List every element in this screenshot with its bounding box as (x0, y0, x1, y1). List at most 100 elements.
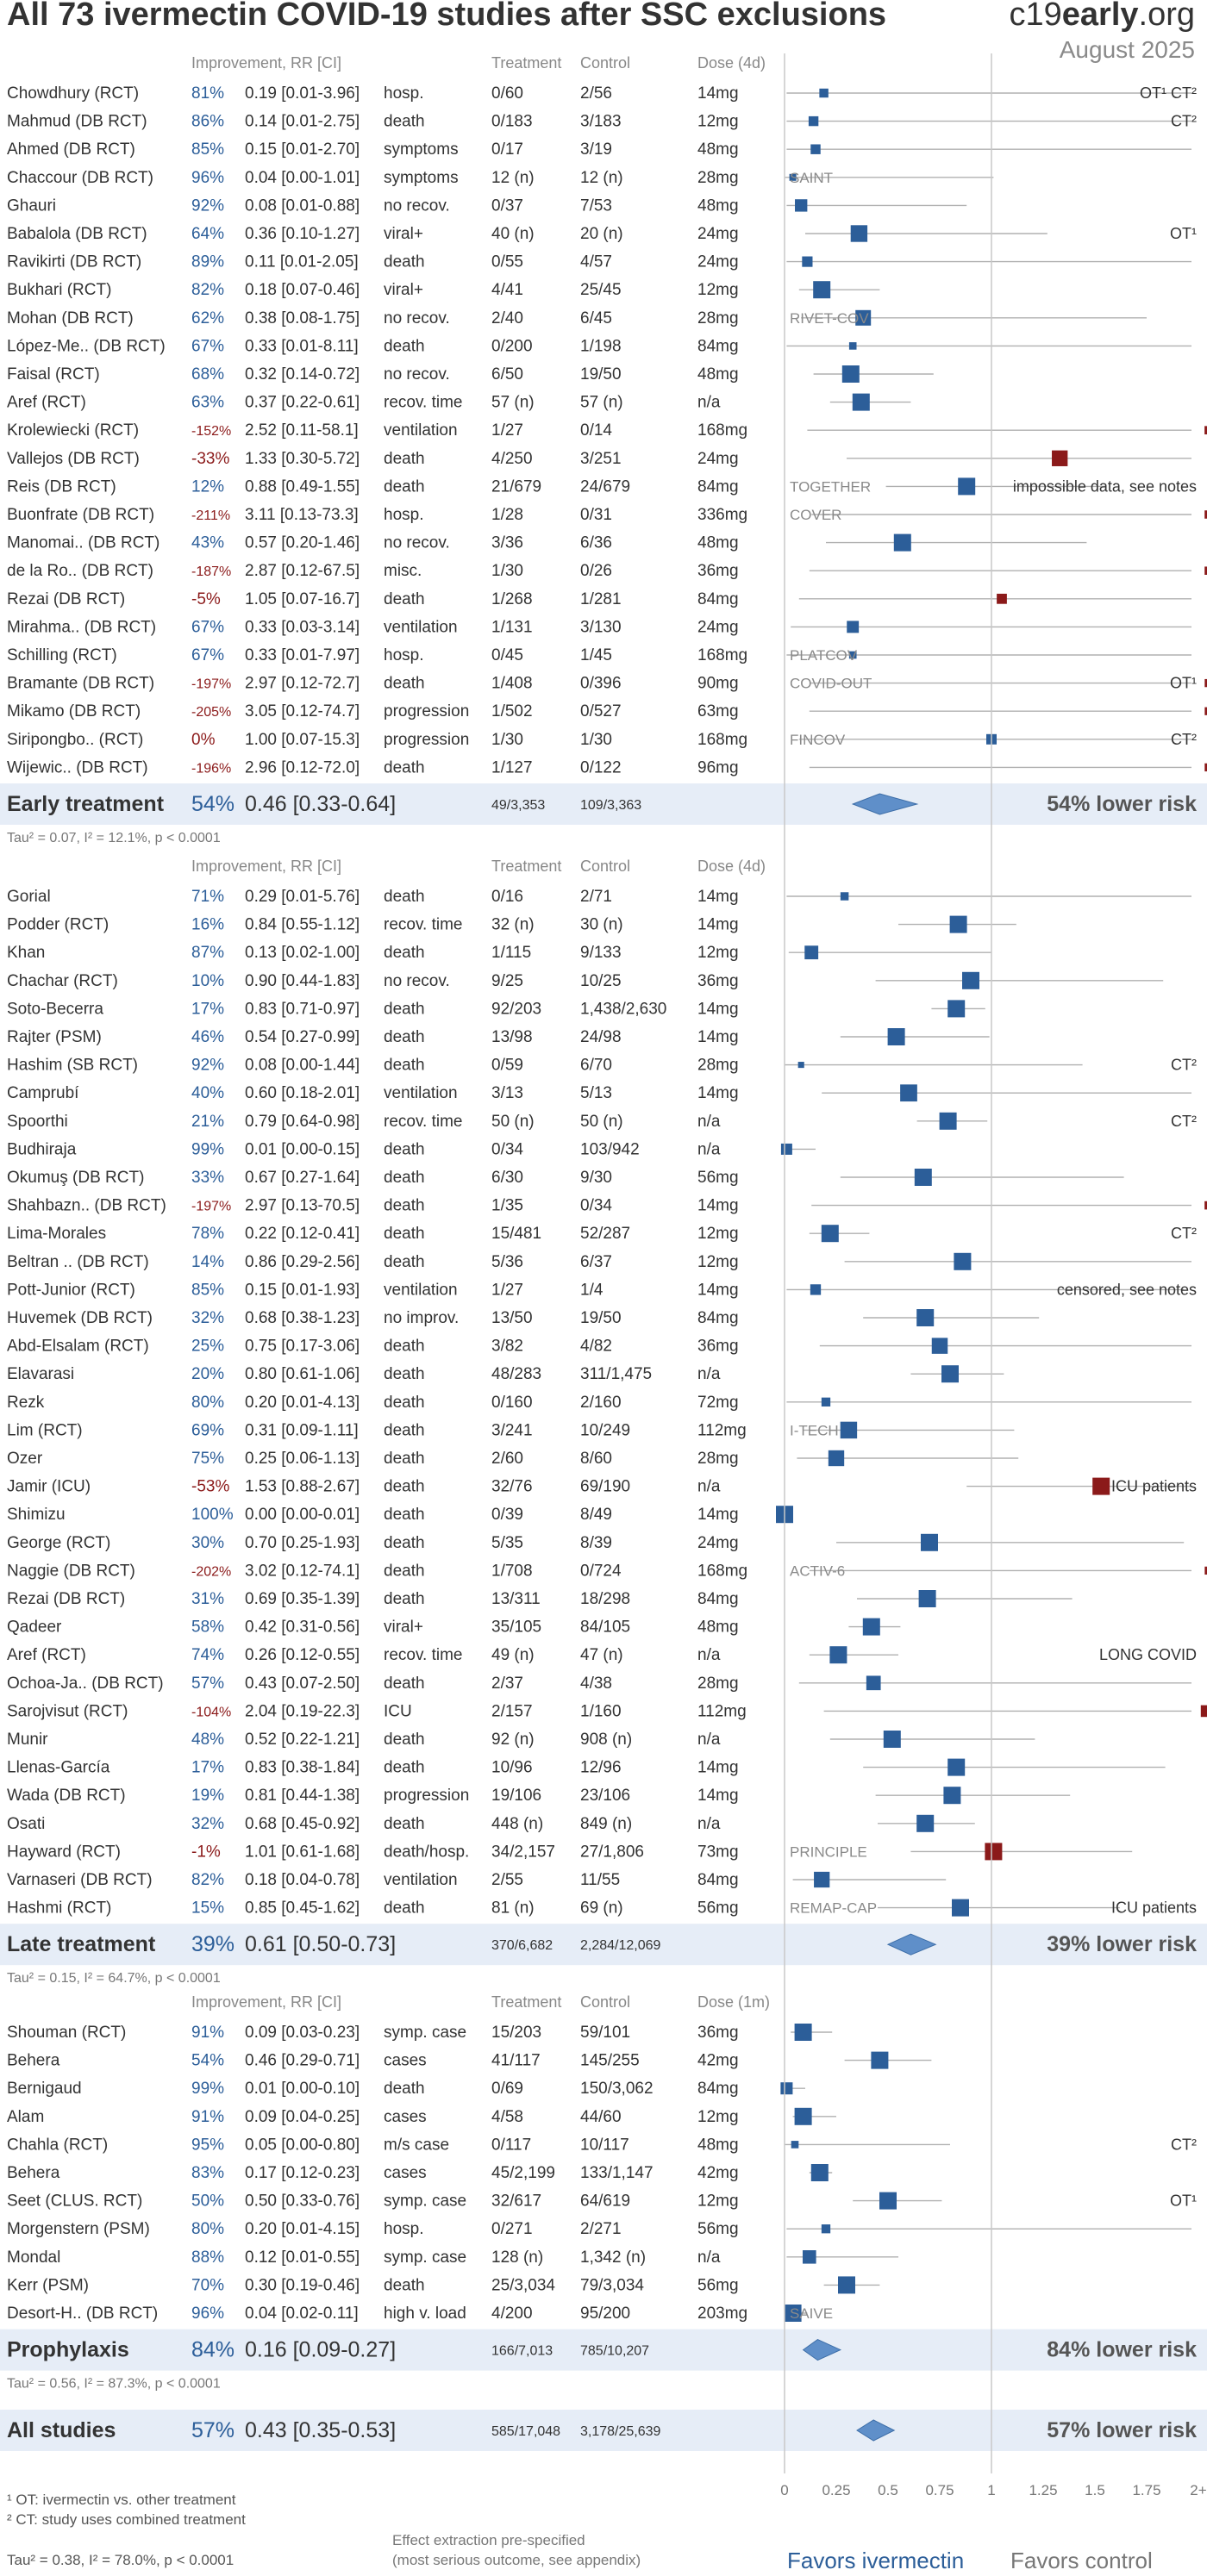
summary-label: Late treatment (7, 1932, 156, 1956)
study-control: 0/31 (580, 506, 612, 524)
effect-square (1204, 566, 1207, 575)
study-name: Shahbazn.. (DB RCT) (7, 1197, 166, 1215)
study-treatment: 0/39 (491, 1506, 523, 1524)
study-outcome: death (384, 590, 425, 608)
study-control: 0/26 (580, 562, 612, 580)
study-name: Behera (7, 2164, 60, 2182)
study-control: 3/251 (580, 450, 622, 468)
study-treatment: 34/2,157 (491, 1843, 555, 1861)
study-rr-ci: 0.20 [0.01-4.15] (245, 2220, 360, 2238)
effect-square (855, 309, 872, 326)
study-control: 6/37 (580, 1253, 612, 1271)
summary-control: 109/3,363 (580, 798, 641, 813)
study-control: 10/25 (580, 972, 622, 990)
study-name: Qadeer (7, 1619, 62, 1637)
study-rr-ci: 0.32 [0.14-0.72] (245, 365, 360, 384)
effect-square (1204, 510, 1207, 519)
study-outcome: death (384, 758, 425, 777)
study-outcome: cases (384, 2052, 427, 2070)
study-treatment: 15/481 (491, 1225, 541, 1243)
study-dose: 96mg (697, 758, 739, 777)
study-name: Soto-Becerra (7, 1000, 103, 1018)
study-outcome: progression (384, 1787, 469, 1805)
study-control: 8/39 (580, 1534, 612, 1552)
study-dose: 72mg (697, 1394, 739, 1412)
all-studies-label: All studies (7, 2418, 116, 2442)
study-outcome: no recov. (384, 309, 450, 327)
study-dose: 168mg (697, 421, 747, 440)
study-rr-ci: 0.19 [0.01-3.96] (245, 84, 360, 103)
study-outcome: recov. time (384, 1646, 463, 1664)
study-outcome: death (384, 1028, 425, 1046)
study-name: Ochoa-Ja.. (DB RCT) (7, 1675, 164, 1693)
study-improvement: 32% (191, 1309, 224, 1327)
effect-square (852, 393, 870, 411)
study-rr-ci: 0.29 [0.01-5.76] (245, 888, 360, 906)
brand-name: early (1061, 0, 1139, 33)
study-treatment: 0/200 (491, 337, 533, 355)
study-improvement: 19% (191, 1787, 224, 1805)
study-rr-ci: 0.13 [0.02-1.00] (245, 944, 360, 962)
study-control: 4/57 (580, 253, 612, 271)
study-improvement: -104% (191, 1705, 231, 1719)
study-name: Ahmed (DB RCT) (7, 140, 135, 159)
study-dose: 12mg (697, 2108, 739, 2126)
all-studies-diamond (856, 2419, 896, 2442)
study-control: 1/4 (580, 1281, 604, 1299)
study-treatment: 128 (n) (491, 2249, 543, 2267)
study-control: 3/183 (580, 113, 622, 131)
effect-square (848, 651, 857, 659)
study-improvement: 46% (191, 1028, 224, 1046)
section-stats: Tau² = 0.07, I² = 12.1%, p < 0.0001 (7, 831, 221, 845)
study-rr-ci: 0.01 [0.00-0.15] (245, 1140, 360, 1158)
effect-square (1052, 450, 1068, 466)
summary-risk: 54% lower risk (1047, 792, 1197, 816)
study-improvement: 86% (191, 113, 224, 131)
study-outcome: viral+ (384, 1619, 423, 1637)
study-rr-ci: 0.05 [0.00-0.80] (245, 2136, 360, 2154)
study-treatment: 4/58 (491, 2108, 523, 2126)
study-rr-ci: 0.33 [0.01-8.11] (245, 337, 359, 355)
study-outcome: recov. time (384, 916, 463, 934)
study-dose: 48mg (697, 1619, 739, 1637)
study-dose: 12mg (697, 1225, 739, 1243)
summary-improvement: 84% (191, 2338, 235, 2362)
study-rr-ci: 0.85 [0.45-1.62] (245, 1899, 360, 1918)
brand-logo[interactable]: c19early.org (1009, 0, 1195, 34)
effect-square (871, 2051, 889, 2069)
study-control: 64/619 (580, 2192, 630, 2211)
study-improvement: 48% (191, 1731, 224, 1749)
x-tick-label: 1.25 (1029, 2482, 1057, 2498)
effect-square (1200, 1705, 1207, 1718)
study-improvement: 92% (191, 1057, 224, 1075)
study-control: 79/3,034 (580, 2276, 644, 2294)
study-rr-ci: 0.38 [0.08-1.75] (245, 309, 360, 327)
study-rr-ci: 2.04 [0.19-22.3] (245, 1702, 360, 1720)
effect-square (780, 2082, 793, 2095)
study-treatment: 6/50 (491, 365, 523, 384)
study-name: Mondal (7, 2249, 60, 2267)
study-control: 24/98 (580, 1028, 622, 1046)
study-treatment: 5/35 (491, 1534, 523, 1552)
study-name: Aref (RCT) (7, 394, 86, 412)
study-treatment: 1/708 (491, 1562, 533, 1580)
study-note: CT² (1171, 731, 1197, 748)
study-rr-ci: 3.05 [0.12-74.7] (245, 702, 360, 720)
study-rr-ci: 0.68 [0.38-1.23] (245, 1309, 360, 1327)
summary-risk: 39% lower risk (1047, 1932, 1197, 1956)
study-name: Podder (RCT) (7, 916, 109, 934)
summary-risk: 84% lower risk (1047, 2338, 1197, 2362)
study-outcome: death (384, 113, 425, 131)
study-name: de la Ro.. (DB RCT) (7, 562, 153, 580)
effect-square (821, 1225, 839, 1243)
study-dose: 12mg (697, 281, 739, 299)
study-outcome: viral+ (384, 225, 423, 243)
study-outcome: ventilation (384, 1871, 458, 1889)
study-improvement: 54% (191, 2052, 224, 2070)
study-outcome: ventilation (384, 618, 458, 636)
study-outcome: death (384, 1000, 425, 1018)
study-dose: 14mg (697, 1084, 739, 1102)
study-dose: n/a (697, 1815, 721, 1833)
study-outcome: high v. load (384, 2305, 466, 2323)
study-dose: 56mg (697, 1899, 739, 1918)
